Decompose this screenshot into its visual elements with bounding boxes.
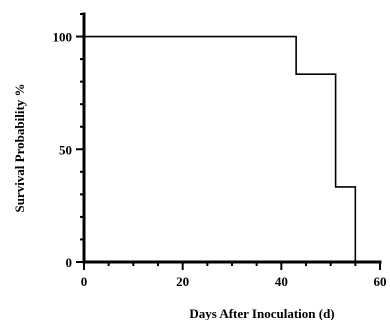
y-axis-ticks: 0 50 100	[53, 13, 84, 270]
x-axis-ticks: 0 20 40 60	[81, 262, 387, 289]
x-tick-label: 20	[176, 274, 189, 289]
x-tick-label: 40	[275, 274, 288, 289]
x-tick-label: 60	[374, 274, 387, 289]
y-axis-label: Survival Probability %	[12, 83, 27, 212]
x-axis-label: Days After Inoculation (d)	[189, 306, 334, 320]
y-tick-label: 0	[66, 255, 73, 270]
x-tick-label: 0	[81, 274, 88, 289]
series-group	[84, 35, 357, 262]
y-tick-label: 50	[59, 142, 72, 157]
survival-curve	[84, 35, 357, 262]
y-tick-label: 100	[53, 30, 73, 45]
